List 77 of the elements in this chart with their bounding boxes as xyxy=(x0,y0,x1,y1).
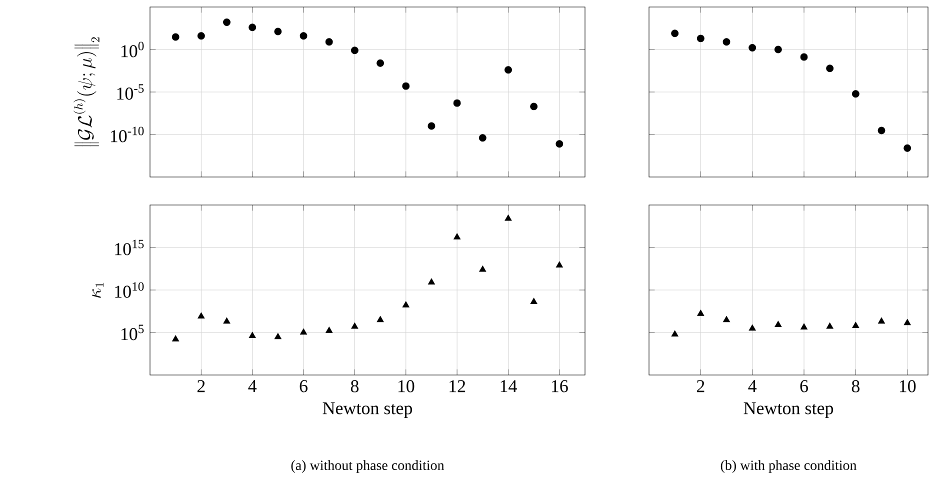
point xyxy=(172,335,180,342)
point xyxy=(479,266,486,272)
point xyxy=(300,328,308,335)
y-tick-label: 10$^{15}$ xyxy=(115,240,144,256)
point xyxy=(697,310,704,316)
point xyxy=(671,330,678,337)
point xyxy=(904,319,911,326)
point xyxy=(852,322,860,328)
point xyxy=(478,134,486,142)
point xyxy=(428,122,436,130)
point xyxy=(748,324,756,331)
point xyxy=(878,126,886,134)
point xyxy=(350,46,358,54)
x-tick-label: 10 xyxy=(398,380,414,392)
point xyxy=(428,278,435,284)
point xyxy=(504,214,512,221)
x-tick-label: 6 xyxy=(800,380,808,392)
point xyxy=(454,233,461,240)
point xyxy=(826,64,834,72)
point xyxy=(248,332,256,338)
x-tick-label: 2 xyxy=(197,380,205,392)
point xyxy=(852,90,860,98)
x-tick-label: 6 xyxy=(300,380,308,392)
point xyxy=(223,317,230,324)
point xyxy=(556,140,564,148)
point xyxy=(274,28,282,36)
point xyxy=(172,33,180,41)
point xyxy=(774,320,782,327)
y-axis-title: $\kappa_1$ xyxy=(92,282,104,298)
y-tick-label: 10$^{10}$ xyxy=(115,282,144,298)
x-axis-title: Newton step xyxy=(744,402,834,418)
x-tick-label: 16 xyxy=(552,380,568,392)
x-tick-label: 4 xyxy=(248,380,257,392)
x-tick-label: 10 xyxy=(900,380,916,392)
point xyxy=(351,322,358,329)
x-tick-label: 12 xyxy=(450,380,466,392)
x-tick-label: 8 xyxy=(852,380,860,392)
point xyxy=(402,301,410,308)
point xyxy=(904,144,912,152)
y-tick-label: 10$^{0}$ xyxy=(121,42,144,58)
point xyxy=(696,34,704,42)
x-tick-label: 4 xyxy=(748,380,757,392)
point xyxy=(248,24,256,32)
point xyxy=(274,332,282,340)
point xyxy=(402,82,410,90)
point xyxy=(800,53,808,61)
text: (b) with phase condition xyxy=(720,460,857,473)
point xyxy=(325,38,333,46)
x-tick-label: 2 xyxy=(696,380,704,392)
point xyxy=(453,99,461,107)
point xyxy=(326,326,333,333)
point xyxy=(376,316,384,322)
y-axis-title: $\left\|\mathcal{GL}^{(h)}(\psi;\mu)\right\|_2$ xyxy=(74,37,100,146)
y-tick-label: 10$^{-10}$ xyxy=(110,126,144,142)
point xyxy=(878,317,886,324)
point xyxy=(223,18,231,26)
point xyxy=(748,44,756,52)
point xyxy=(723,316,730,322)
point xyxy=(671,30,679,38)
point xyxy=(556,261,563,268)
point xyxy=(800,323,808,330)
point xyxy=(504,66,512,74)
point xyxy=(774,46,782,54)
point xyxy=(826,322,834,329)
point xyxy=(198,312,205,318)
y-tick-label: 10$^{5}$ xyxy=(121,324,144,340)
y-tick-label: 10$^{-5}$ xyxy=(117,84,144,100)
point xyxy=(300,32,308,40)
x-tick-label: 8 xyxy=(350,380,359,392)
point xyxy=(197,32,205,40)
point xyxy=(376,59,384,67)
point xyxy=(722,38,730,46)
point xyxy=(530,102,538,110)
x-axis-title: Newton step xyxy=(322,402,412,418)
x-tick-label: 14 xyxy=(500,380,517,392)
text: (a) without phase condition xyxy=(291,460,444,473)
point xyxy=(530,298,538,304)
